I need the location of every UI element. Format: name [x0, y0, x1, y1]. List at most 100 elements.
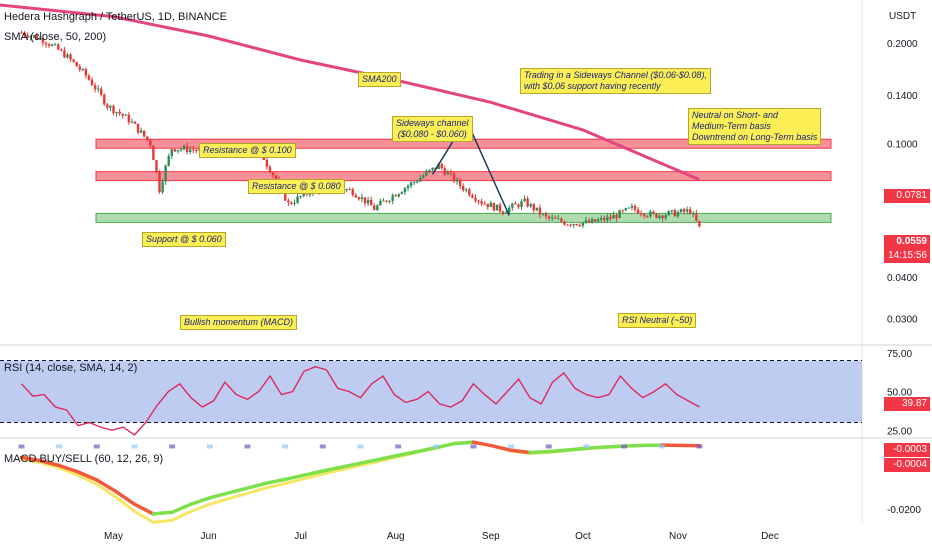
candle-body	[520, 201, 522, 207]
annotation-sideways-channel: Sideways channel ($0.080 - $0.060)	[392, 116, 473, 142]
candle-body	[462, 186, 464, 190]
candle-body	[615, 215, 617, 218]
candle-body	[161, 182, 163, 193]
candle-body	[625, 208, 627, 210]
candle-body	[668, 211, 670, 215]
candle-body	[370, 200, 372, 206]
y-tick-label: 0.1400	[887, 91, 918, 102]
candle-body	[517, 204, 519, 207]
candle-body	[355, 195, 357, 197]
candle-body	[88, 76, 90, 80]
macd-histogram-bar	[696, 444, 702, 448]
annotation-bullish-macd: Bullish momentum (MACD)	[180, 315, 297, 330]
candle-body	[189, 149, 191, 152]
x-tick-label: Dec	[761, 531, 779, 542]
candle-body	[465, 189, 467, 190]
annotation-support-060: Support @ $ 0.060	[142, 232, 226, 247]
candle-body	[652, 212, 654, 214]
candle-body	[582, 223, 584, 226]
candle-body	[72, 59, 74, 62]
macd-line-segment	[153, 512, 172, 514]
candle-body	[416, 182, 418, 183]
candle-body	[529, 204, 531, 206]
candle-body	[382, 201, 384, 202]
macd-histogram-bar	[244, 444, 250, 448]
x-tick-label: Jul	[294, 531, 307, 542]
candle-body	[100, 89, 102, 95]
macd-histogram-bar	[583, 444, 589, 448]
macd-line-segment	[455, 442, 474, 443]
candle-body	[576, 224, 578, 225]
macd-label[interactable]: MACD BUY/SELL (60, 12, 26, 9)	[4, 453, 163, 465]
candle-body	[508, 208, 510, 213]
candle-body	[309, 194, 311, 195]
candle-body	[609, 217, 611, 219]
candle-body	[164, 166, 166, 182]
candle-body	[536, 208, 538, 211]
candle-body	[493, 203, 495, 210]
candle-body	[554, 217, 556, 218]
candle-body	[480, 201, 482, 204]
candle-body	[499, 205, 501, 212]
candle-body	[413, 182, 415, 183]
candle-body	[692, 213, 694, 214]
candle-body	[545, 214, 547, 217]
candle-body	[453, 173, 455, 181]
x-tick-label: May	[104, 531, 123, 542]
candle-body	[122, 114, 124, 116]
candle-body	[296, 196, 298, 202]
candle-body	[428, 170, 430, 172]
level-zone	[96, 172, 831, 181]
candle-body	[137, 124, 139, 133]
annotation-sma200: SMA200	[358, 72, 401, 87]
candle-body	[290, 202, 292, 203]
candle-body	[588, 220, 590, 222]
macd-line-segment	[210, 493, 229, 498]
y-tick-label: 0.0300	[887, 315, 918, 326]
candle-body	[579, 225, 581, 226]
candle-body	[180, 149, 182, 150]
candle-body	[186, 146, 188, 152]
candle-body	[293, 203, 295, 204]
rsi-tick-label: 25.00	[887, 426, 912, 437]
candle-body	[266, 160, 268, 167]
candle-body	[658, 216, 660, 218]
candle-body	[505, 212, 507, 213]
macd-tag-2: -0.0004	[884, 458, 930, 472]
macd-line-segment	[398, 452, 417, 456]
candle-body	[57, 44, 59, 49]
candle-body	[557, 219, 559, 220]
candle-body	[603, 218, 605, 220]
rsi-tick-label: 75.00	[887, 349, 912, 360]
candle-body	[683, 209, 685, 211]
candle-body	[149, 140, 151, 146]
candle-body	[407, 186, 409, 188]
candle-body	[526, 199, 528, 207]
candle-body	[628, 208, 630, 209]
candle-body	[677, 212, 679, 216]
candle-body	[511, 204, 513, 208]
candle-body	[533, 204, 535, 210]
candle-body	[618, 210, 620, 218]
candle-body	[152, 146, 154, 160]
candle-body	[66, 54, 68, 57]
candle-body	[54, 44, 56, 45]
annotation-rsi-neutral: RSI Neutral (~50)	[618, 313, 696, 328]
candle-body	[63, 50, 65, 57]
y-tick-label: 0.2000	[887, 39, 918, 50]
macd-histogram-bar	[470, 444, 476, 448]
candle-body	[85, 69, 87, 76]
macd-histogram-bar	[320, 444, 326, 448]
macd-histogram-bar	[357, 444, 363, 448]
candle-body	[410, 182, 412, 185]
sma-indicator-label[interactable]: SMA (close, 50, 200)	[4, 31, 106, 43]
candles-group	[20, 31, 700, 228]
candle-body	[183, 146, 185, 149]
candle-body	[447, 172, 449, 174]
candle-body	[118, 112, 120, 114]
candle-body	[471, 195, 473, 197]
macd-histogram-bar	[508, 444, 514, 448]
rsi-label[interactable]: RSI (14, close, SMA, 14, 2)	[4, 362, 137, 374]
candle-body	[661, 216, 663, 219]
